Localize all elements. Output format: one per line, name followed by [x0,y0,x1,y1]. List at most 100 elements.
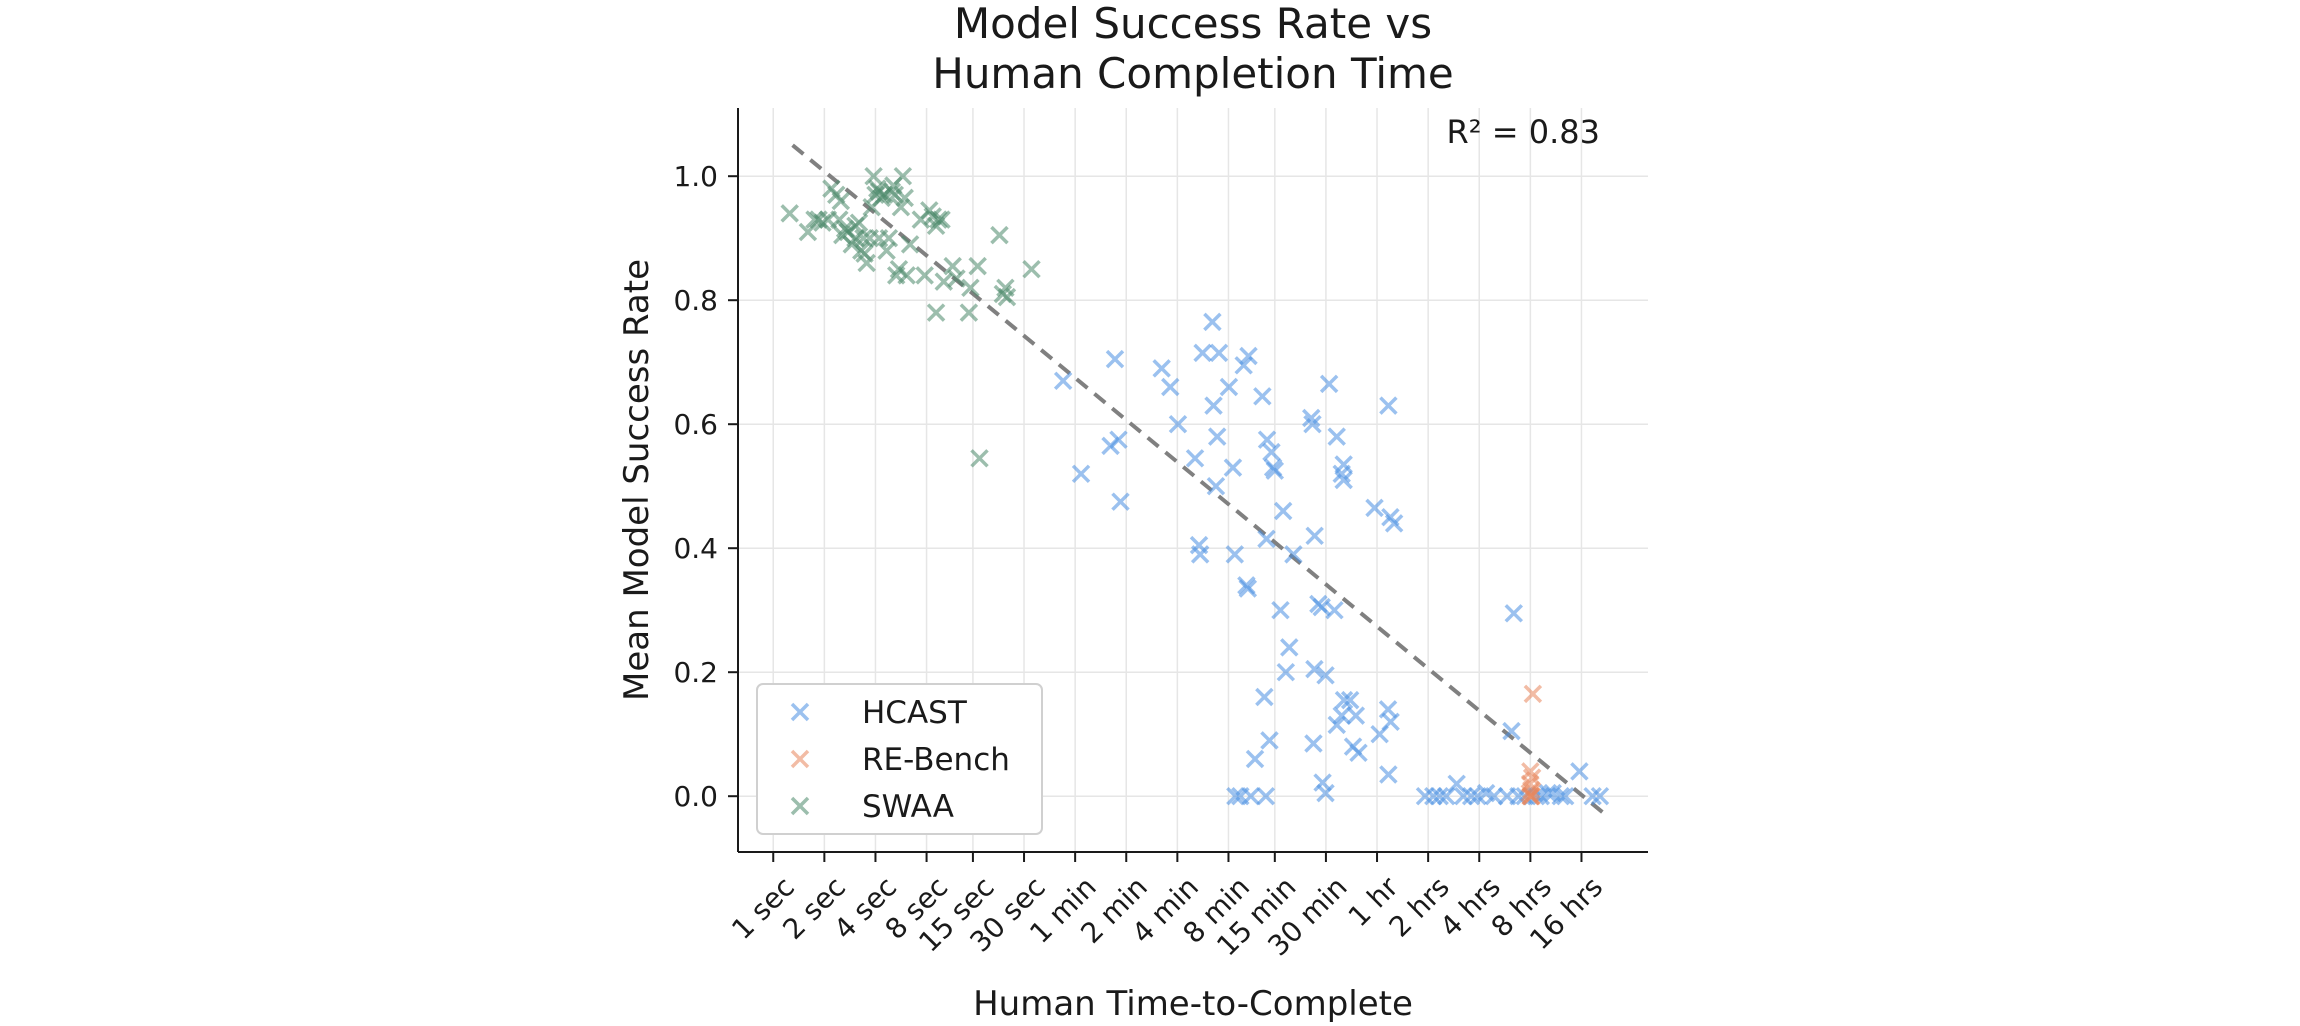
r-squared-annotation: R² = 0.83 [1447,113,1600,151]
hcast-point [1253,387,1272,406]
y-axis-label: Mean Model Success Rate [617,259,657,701]
hcast-point [1193,343,1212,363]
grid-lines [738,108,1648,852]
hcast-point [1461,786,1481,806]
legend-marker-swaa [790,796,810,816]
swaa-point [959,303,979,322]
hcast-point [1238,579,1258,598]
legend-label-swaa: SWAA [862,789,954,825]
hcast-point [1319,374,1339,394]
hcast-point [1161,377,1180,397]
re-bench-point [1522,786,1541,806]
hcast-point [1204,396,1223,415]
hcast-point [1555,786,1575,806]
hcast-point [1223,458,1243,477]
hcast-point [1255,687,1274,707]
hcast-point [1273,501,1293,521]
y-tick-label: 0.8 [673,284,718,317]
hcast-point [1226,786,1245,806]
hcast-point [1219,377,1239,397]
hcast-point [1327,427,1346,446]
hcast-point [1206,476,1226,496]
hcast-point [1203,312,1222,332]
y-tick-label: 0.4 [673,532,718,565]
swaa-point [968,256,987,276]
hcast-point [1379,396,1398,415]
hcast-point [1430,786,1449,806]
swaa-point [997,287,1017,307]
hcast-point [1346,706,1366,725]
hcast-point [1378,700,1398,719]
chart-title-line-1: Model Success Rate vs [954,0,1432,48]
legend-label-hcast: HCAST [862,695,968,731]
hcast-point [1280,638,1299,657]
y-tick-label: 0.2 [673,656,718,689]
swaa-point [857,253,876,273]
swaa-point [1022,259,1041,279]
hcast-point [1239,346,1258,366]
swaa-point [990,225,1009,245]
hcast-point [1303,414,1322,434]
hcast-point [1276,662,1296,682]
hcast-point [1302,408,1321,428]
swaa-point [864,166,883,186]
hcast-point [1260,731,1279,750]
hcast-point [1304,734,1323,753]
hcast-point [1325,600,1344,620]
swaa-point [831,191,851,211]
swaa-point [915,266,934,285]
swaa-point [970,449,989,468]
hcast-point [1332,464,1351,484]
hcast-point [1551,786,1571,806]
hcast-point [1305,659,1324,679]
hcast-point [1168,414,1188,434]
hcast-point [1071,464,1091,484]
x-axis-label: Human Time-to-Complete [973,984,1413,1024]
swaa-point [895,188,914,208]
hcast-point [1334,690,1354,710]
hcast-point [1256,786,1276,806]
hcast-point [1053,371,1073,391]
hcast-point [1271,600,1290,620]
legend-label-re-bench: RE-Bench [862,742,1010,778]
hcast-point [1379,765,1398,784]
legend: HCAST RE-Bench SWAA [756,683,1043,835]
swaa-point [869,228,889,248]
hcast-point [1207,427,1227,446]
hcast-point [1332,706,1351,725]
hcast-point [1152,359,1171,378]
hcast-point [1504,604,1524,623]
hcast-point [1502,721,1521,741]
re-bench-point [1522,768,1542,787]
y-tick-label: 0.6 [673,408,718,441]
y-tick-label: 0.0 [673,780,718,813]
hcast-point [1284,545,1303,564]
swaa-point [932,210,951,229]
swaa-point [830,210,849,229]
hcast-point [1209,343,1229,363]
trend-line [791,143,1607,817]
y-tick-label: 1.0 [673,160,718,193]
legend-marker-re-bench [790,749,810,769]
hcast-point [1454,786,1473,806]
re-bench-point [1523,684,1543,704]
hcast-point [1262,442,1281,462]
hcast-point [1245,749,1265,769]
hcast-point [1583,786,1602,806]
swaa-point [943,256,962,276]
y-axis-ticks: 0.0 0.2 0.4 0.6 0.8 1.0 [673,160,738,813]
trend-line-group [791,143,1607,817]
chart-title-line-2: Human Completion Time [932,49,1454,98]
hcast-point [1185,449,1205,468]
swaa-point [854,228,873,248]
swaa-point [897,266,916,285]
hcast-point [1189,535,1209,555]
hcast-point [1313,773,1332,792]
swaa-point [926,303,946,322]
data-points [780,166,1610,806]
hcast-point [1234,356,1253,375]
hcast-point [1384,514,1404,533]
hcast-point [1365,498,1384,518]
